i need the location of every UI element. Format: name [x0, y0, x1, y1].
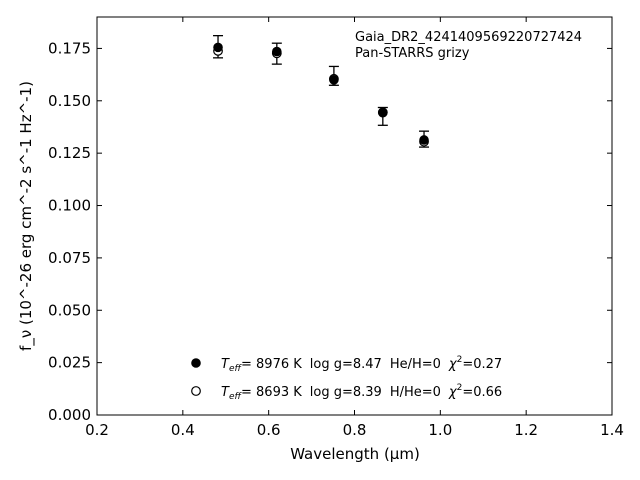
y-tick-label: 0.175	[48, 39, 91, 57]
x-tick-label: 1.4	[600, 421, 624, 439]
y-tick-label: 0.100	[48, 197, 91, 215]
y-tick-label: 0.075	[48, 249, 91, 267]
y-tick-label: 0.050	[48, 301, 91, 319]
x-tick-label: 0.6	[257, 421, 281, 439]
y-axis-label: f_ν (10^-26 erg cm^-2 s^-1 Hz^-1)	[17, 81, 36, 351]
model-point-filled	[378, 107, 388, 118]
y-tick-label: 0.125	[48, 144, 91, 162]
x-tick-label: 0.2	[85, 421, 109, 439]
x-tick-label: 0.8	[343, 421, 367, 439]
x-tick-label: 1.0	[428, 421, 452, 439]
plot-area	[96, 16, 613, 416]
x-axis-label: Wavelength (μm)	[290, 445, 420, 463]
annotation-object-id: Gaia_DR2_4241409569220727424	[355, 30, 582, 45]
model-point-filled	[213, 42, 223, 53]
x-tick-label: 1.2	[514, 421, 538, 439]
ticks: 0.2 0.4 0.6 0.8 1.0 1.2 1.4 0.000 0.025 0.050 0.07…	[48, 17, 624, 439]
legend-marker-open	[191, 386, 201, 396]
annotation-survey: Pan-STARRS grizy	[355, 46, 470, 61]
data-points	[213, 42, 429, 147]
y-tick-label: 0.025	[48, 354, 91, 372]
legend-marker-filled	[191, 358, 201, 368]
model-point-filled	[329, 75, 339, 85]
y-tick-label: 0.000	[48, 406, 91, 424]
model-point-filled	[419, 135, 429, 145]
x-tick-label: 0.4	[171, 421, 195, 439]
y-tick-label: 0.150	[48, 92, 91, 110]
model-point-filled	[272, 46, 282, 57]
